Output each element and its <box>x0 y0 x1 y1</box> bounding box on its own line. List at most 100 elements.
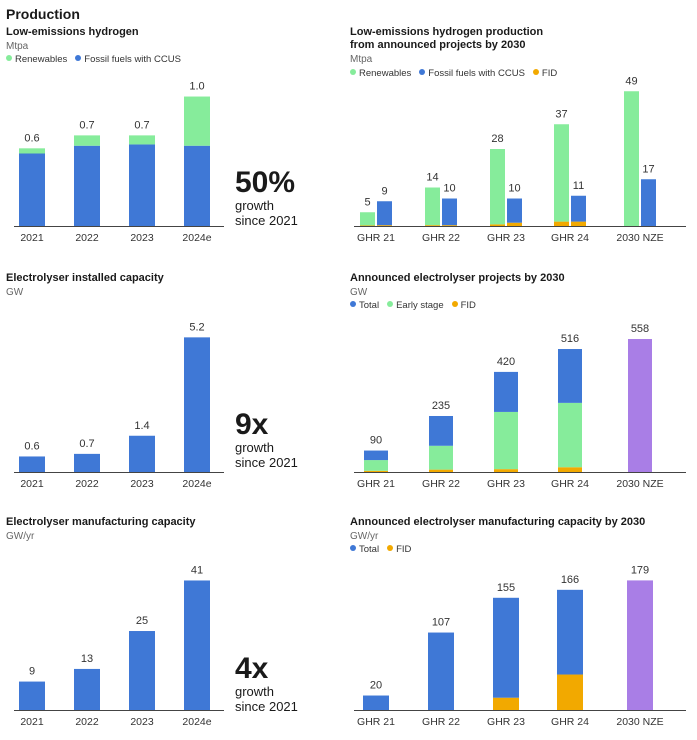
bar-segment <box>507 198 522 223</box>
x-tick-label: 2022 <box>75 478 99 490</box>
bar-segment <box>429 445 453 470</box>
legend-item-fid: FID <box>451 300 476 311</box>
bar-segment <box>377 225 392 226</box>
growth-text: growth <box>235 684 275 699</box>
x-tick-label: GHR 23 <box>487 478 525 490</box>
legend-swatch <box>350 545 356 552</box>
x-tick-label: 2030 NZE <box>616 716 663 728</box>
x-tick-label: GHR 23 <box>487 232 525 244</box>
x-tick-label: GHR 22 <box>422 232 460 244</box>
bar-segment <box>360 225 375 226</box>
bar-segment <box>184 580 210 710</box>
data-label: 25 <box>136 615 148 627</box>
data-label: 10 <box>443 183 455 195</box>
x-tick-label: 2022 <box>75 716 99 728</box>
bar-segment <box>19 148 45 154</box>
bar-segment <box>364 460 388 471</box>
bar-segment <box>428 632 454 710</box>
chart-unit: Mtpa <box>350 54 373 65</box>
x-tick-label: GHR 22 <box>422 478 460 490</box>
x-tick-label: 2022 <box>75 232 99 244</box>
data-label: 0.7 <box>134 119 149 131</box>
bar-segment <box>184 145 210 226</box>
x-tick-label: 2021 <box>20 716 44 728</box>
bar-segment <box>129 435 155 472</box>
data-label: 20 <box>370 680 382 692</box>
chart-title: Announced electrolyser projects by 2030 <box>350 272 565 284</box>
bar-segment <box>74 668 100 710</box>
growth-value: 4x <box>235 652 269 685</box>
data-label: 49 <box>625 75 637 87</box>
bar-segment <box>494 469 518 472</box>
data-label: 516 <box>561 333 579 345</box>
x-tick-label: 2021 <box>20 232 44 244</box>
chart-title: Electrolyser installed capacity <box>6 272 164 284</box>
bar-segment <box>442 225 457 226</box>
data-label: 107 <box>432 617 450 629</box>
chart-legend: Renewables Fossil fuels with CCUS <box>6 54 189 65</box>
bar-segment <box>554 221 569 226</box>
bar-segment <box>558 349 582 403</box>
bar-segment <box>429 469 453 472</box>
bar-segment <box>184 337 210 472</box>
bar-segment <box>624 91 639 226</box>
data-label: 41 <box>191 564 203 576</box>
panel-low-emissions-hydrogen: Low-emissions hydrogen Mtpa Renewables Fo… <box>6 26 231 246</box>
legend-swatch <box>6 55 12 62</box>
bar-segment <box>19 153 45 226</box>
data-label: 179 <box>631 564 649 576</box>
x-tick-label: GHR 21 <box>357 232 395 244</box>
x-tick-label: 2030 NZE <box>616 478 663 490</box>
data-label: 13 <box>81 653 93 665</box>
bar-segment <box>74 135 100 146</box>
legend-item-fossil: Fossil fuels with CCUS <box>75 54 181 65</box>
chart-svg: 90 235 420 516 558 GHR 21 GHR 22 GHR 23 GHR 24 20… <box>354 323 686 490</box>
panel-low-emissions-hydrogen-2030: Low-emissions hydrogen production from a… <box>350 26 690 246</box>
panel-electrolyser-projects-2030: Announced electrolyser projects by 2030 … <box>350 272 690 492</box>
chart-svg: 59 14 10 28 10 37 11 49 17 GHR 21 GHR 22 GHR 23 GHR … <box>354 75 686 244</box>
bar-segment <box>493 697 519 710</box>
chart-unit: Mtpa <box>6 41 29 52</box>
growth-callout-3: 4x growth since 2021 <box>235 652 298 715</box>
bar-segment <box>129 631 155 710</box>
bar-segment <box>74 145 100 226</box>
chart-title: Low-emissions hydrogen production from a… <box>350 26 544 51</box>
legend-swatch <box>350 69 356 76</box>
bar-segment <box>74 453 100 472</box>
data-label: 10 <box>508 183 520 195</box>
x-tick-label: 2023 <box>130 716 154 728</box>
legend-swatch <box>387 545 394 552</box>
bar-segment <box>425 187 440 226</box>
bar-segment <box>19 681 45 710</box>
x-tick-label: GHR 23 <box>487 716 525 728</box>
bar-segment <box>494 411 518 470</box>
data-label: 5 <box>364 196 370 208</box>
legend-item-fossil: Fossil fuels with CCUS <box>419 68 525 79</box>
chart-title: Announced electrolyser manufacturing cap… <box>350 516 646 528</box>
legend-swatch <box>387 301 394 308</box>
chart-legend: Total FID <box>350 544 419 555</box>
x-tick-label: GHR 22 <box>422 716 460 728</box>
data-label: 37 <box>555 108 567 120</box>
data-label: 9 <box>381 185 387 197</box>
data-label: 90 <box>370 435 382 447</box>
chart-legend: Renewables Fossil fuels with CCUS FID <box>350 68 565 79</box>
legend-swatch <box>419 69 426 76</box>
x-tick-label: GHR 24 <box>551 716 589 728</box>
data-label: 155 <box>497 582 515 594</box>
panel-electrolyser-manufacturing: Electrolyser manufacturing capacity GW/y… <box>6 516 231 736</box>
bar-segment <box>571 195 586 222</box>
legend-item-early-stage: Early stage <box>387 300 444 311</box>
bar-segment <box>557 589 583 675</box>
page-title: Production <box>6 6 80 22</box>
growth-text: since 2021 <box>235 213 298 228</box>
bar-segment <box>364 450 388 461</box>
legend-item-fid: FID <box>387 544 411 555</box>
bar-segment <box>494 371 518 412</box>
panel-electrolyser-manufacturing-2030: Announced electrolyser manufacturing cap… <box>350 516 690 736</box>
data-label: 1.0 <box>189 81 204 93</box>
data-label: 28 <box>491 133 503 145</box>
legend-item-fid: FID <box>532 68 557 79</box>
x-tick-label: 2024e <box>182 716 211 728</box>
bar-segment <box>364 470 388 472</box>
